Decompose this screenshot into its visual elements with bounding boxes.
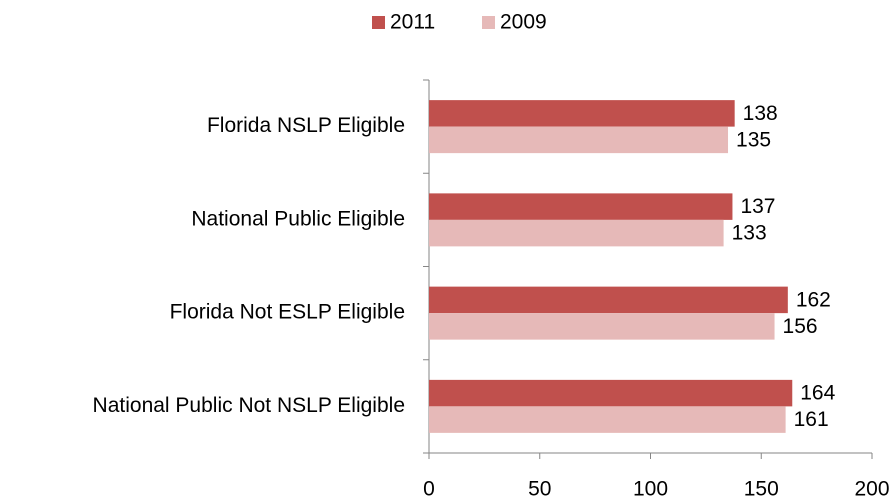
data-label: 162 (796, 288, 831, 311)
data-label: 156 (783, 315, 818, 338)
y-tick-label: National Public Not NSLP Eligible (93, 394, 405, 417)
data-label: 135 (736, 128, 771, 151)
x-tick-label: 50 (528, 478, 551, 499)
bar (429, 406, 786, 433)
data-label: 137 (740, 195, 775, 218)
legend-swatch (482, 16, 495, 29)
x-tick-label: 200 (854, 478, 889, 499)
bar (429, 286, 788, 314)
legend-swatch (372, 16, 385, 29)
legend-label: 2009 (500, 11, 547, 34)
bar (429, 379, 793, 407)
x-tick-label: 150 (744, 478, 779, 499)
y-tick-label: Florida Not ESLP Eligible (170, 301, 405, 324)
y-tick-label: National Public Eligible (191, 207, 405, 230)
legend-label: 2011 (390, 11, 435, 34)
x-tick-label: 0 (423, 478, 435, 499)
bar (429, 193, 733, 220)
bar (429, 100, 735, 127)
y-tick-label: Florida NSLP Eligible (207, 114, 405, 137)
x-tick-label: 100 (633, 478, 668, 499)
data-label: 138 (743, 102, 778, 125)
bar (429, 126, 729, 154)
bar (429, 219, 724, 247)
data-label: 164 (800, 382, 835, 405)
data-label: 161 (794, 408, 829, 431)
bar (429, 313, 775, 340)
data-label: 133 (732, 222, 767, 245)
